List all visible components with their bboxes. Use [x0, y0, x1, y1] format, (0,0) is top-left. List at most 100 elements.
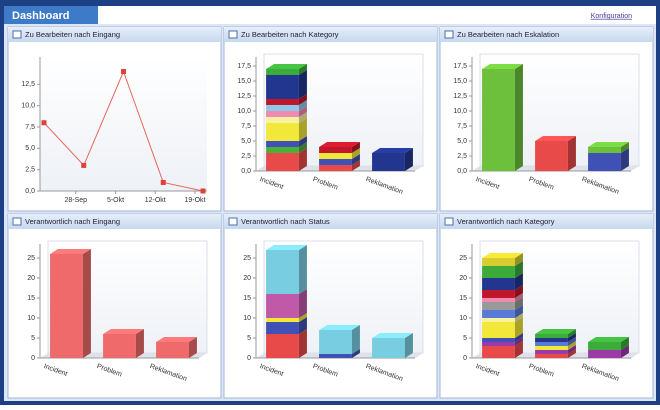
- bar-side: [351, 349, 360, 358]
- bar-side: [351, 325, 360, 354]
- y-tick-label: 25: [27, 255, 35, 262]
- x-tick-label: 19-Okt: [184, 197, 205, 204]
- bar-segment: [266, 99, 299, 105]
- bar-side: [514, 64, 523, 171]
- y-tick-label: 7,5: [457, 123, 467, 130]
- panel-title: Verantwortlich nach Eingang: [25, 217, 120, 226]
- bar-segment: [156, 342, 189, 358]
- y-tick-label: 15,0: [237, 78, 251, 85]
- bar-segment: [266, 153, 299, 171]
- y-tick-label: 20: [459, 275, 467, 282]
- bar-segment: [266, 141, 299, 147]
- bar-segment: [372, 153, 405, 171]
- panel-icon: [444, 217, 454, 226]
- bar-segment: [319, 147, 352, 153]
- y-tick-label: 5: [247, 335, 251, 342]
- bar-side: [514, 337, 523, 346]
- bar-segment: [319, 159, 352, 165]
- bar-segment: [482, 302, 515, 310]
- bar-side: [514, 285, 523, 298]
- panel-title: Zu Bearbeiten nach Kategory: [241, 30, 339, 39]
- bar-side: [298, 118, 307, 141]
- y-tick-label: 12,5: [237, 93, 251, 100]
- bar-segment: [535, 350, 568, 354]
- bar-side: [298, 106, 307, 117]
- bar-side: [620, 142, 629, 153]
- tab: [4, 6, 98, 24]
- bar-segment: [482, 266, 515, 278]
- bar-side: [567, 333, 576, 342]
- bar-segment: [319, 354, 352, 358]
- panel-header: [440, 27, 653, 42]
- y-tick-label: 10,0: [453, 108, 467, 115]
- bar-top: [319, 325, 360, 330]
- bar-top: [372, 148, 413, 153]
- bar-segment: [588, 342, 621, 350]
- y-tick-label: 0: [463, 355, 467, 362]
- y-tick-label: 10: [243, 315, 251, 322]
- bar-side: [567, 341, 576, 350]
- bar-side: [567, 329, 576, 338]
- bar-side: [514, 317, 523, 338]
- y-tick-label: 12,5: [21, 81, 35, 88]
- panel-title: Zu Bearbeiten nach Eingang: [25, 30, 120, 39]
- bar-side: [567, 136, 576, 171]
- bar-segment: [319, 153, 352, 159]
- y-tick-label: 5,0: [241, 138, 251, 145]
- dashboard-title: Dashboard: [12, 10, 69, 22]
- bar-side: [567, 337, 576, 346]
- bar-segment: [266, 69, 299, 75]
- bar-segment: [535, 354, 568, 358]
- bar-segment: [266, 250, 299, 294]
- bar-segment: [50, 254, 83, 358]
- x-tick-label: 28-Sep: [64, 197, 87, 204]
- bar-side: [404, 333, 413, 358]
- bar-top: [482, 64, 523, 69]
- y-tick-label: 5: [463, 335, 467, 342]
- bar-side: [620, 345, 629, 358]
- bar-side: [620, 337, 629, 350]
- marker: [81, 162, 87, 168]
- bar-side: [298, 112, 307, 123]
- bar-segment: [482, 322, 515, 338]
- y-tick-label: 12,5: [453, 93, 467, 100]
- bar-segment: [482, 342, 515, 346]
- y-tick-label: 10: [459, 315, 467, 322]
- bar-side: [298, 94, 307, 105]
- y-tick-label: 25: [243, 255, 251, 262]
- y-tick-label: 0: [247, 355, 251, 362]
- panel-header: [8, 214, 221, 229]
- y-tick-label: 2,5: [241, 153, 251, 160]
- bar-segment: [482, 278, 515, 290]
- bar-segment: [482, 258, 515, 266]
- bar-side: [298, 317, 307, 334]
- bar-side: [514, 333, 523, 342]
- bar-side: [188, 337, 197, 358]
- bar-side: [620, 148, 629, 171]
- bar-segment: [372, 338, 405, 358]
- bar-top: [266, 64, 307, 69]
- bar-side: [298, 245, 307, 294]
- bar-segment: [535, 338, 568, 342]
- bar-top: [50, 249, 91, 254]
- top-bar: [4, 6, 656, 24]
- config-link[interactable]: Konfiguration: [591, 13, 632, 20]
- bar-top: [372, 333, 413, 338]
- y-tick-label: 7,5: [241, 123, 251, 130]
- bar-side: [567, 345, 576, 354]
- panel-header: [224, 214, 437, 229]
- y-tick-label: 15: [27, 295, 35, 302]
- bar-top: [266, 245, 307, 250]
- panel-title: Verantwortlich nach Kategory: [457, 217, 555, 226]
- y-tick-label: 25: [459, 255, 467, 262]
- bar-segment: [266, 294, 299, 318]
- bar-top: [156, 337, 197, 342]
- bar-segment: [588, 153, 621, 171]
- y-tick-label: 2,5: [25, 167, 35, 174]
- bar-segment: [266, 117, 299, 123]
- panel-icon: [228, 217, 238, 226]
- marker: [160, 179, 166, 185]
- bar-side: [298, 64, 307, 75]
